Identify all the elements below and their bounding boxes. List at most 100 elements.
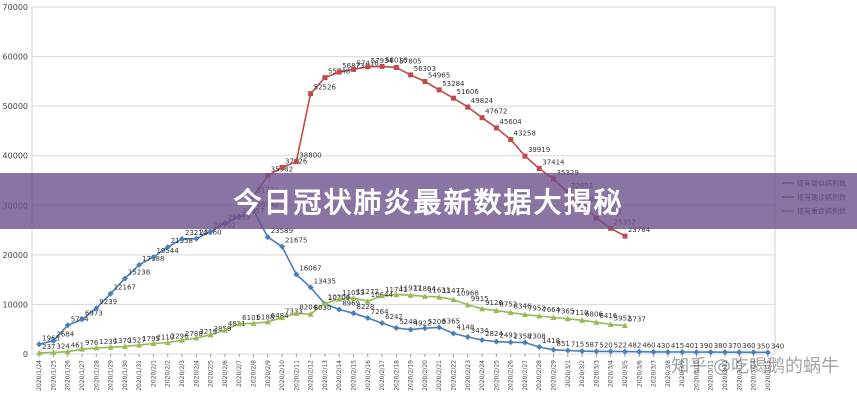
y-tick-label: 0: [23, 350, 28, 359]
data-point: [421, 325, 428, 332]
data-label: 2296: [171, 333, 189, 341]
x-tick-label: 2020/2/17: [379, 360, 386, 391]
data-label: 6806: [585, 310, 603, 318]
x-tick-label: 2020/3/7: [651, 360, 658, 387]
data-point: [379, 292, 386, 299]
data-label: 5248: [399, 318, 417, 326]
data-point: [621, 322, 628, 329]
data-point: [508, 137, 514, 143]
data-label: 2788: [185, 330, 203, 338]
data-label: 4821: [228, 320, 246, 328]
data-label: 2824: [485, 330, 503, 338]
data-point: [250, 320, 257, 326]
data-point: [36, 341, 43, 348]
data-point: [464, 301, 471, 308]
data-point: [264, 234, 271, 241]
data-label: 12167: [114, 284, 136, 292]
data-label: 6416: [599, 312, 617, 320]
x-tick-label: 2020/2/2: [165, 360, 172, 387]
watermark: 知乎 @吃喝鹅的蜗牛: [671, 356, 839, 377]
data-label: 715: [571, 340, 584, 348]
data-point: [536, 166, 542, 172]
data-point: [707, 349, 714, 356]
data-point: [221, 327, 228, 333]
data-point: [393, 291, 400, 298]
data-point: [150, 340, 157, 347]
data-label: 43258: [514, 130, 536, 138]
y-tick-label: 70000: [3, 3, 28, 12]
data-label: 324: [56, 342, 70, 350]
data-point: [336, 69, 342, 75]
data-label: 2684: [56, 331, 74, 339]
data-point: [622, 233, 628, 239]
data-label: 13435: [314, 277, 336, 285]
data-point: [579, 348, 586, 355]
data-label: 7952: [528, 305, 546, 313]
data-label: 7110: [571, 309, 589, 317]
data-label: 851: [557, 340, 570, 348]
data-label: 522: [614, 341, 627, 349]
x-tick-label: 2020/2/28: [536, 360, 543, 391]
data-point: [336, 296, 343, 302]
x-tick-label: 2020/3/3: [593, 360, 600, 387]
data-point: [193, 335, 200, 341]
data-point: [564, 315, 571, 322]
data-label: 3859: [214, 325, 232, 333]
data-point: [693, 349, 700, 356]
x-tick-label: 2020/2/18: [393, 360, 400, 391]
data-point: [121, 343, 128, 349]
x-tick-label: 2020/2/24: [479, 360, 486, 391]
data-point: [521, 339, 528, 346]
data-point: [350, 295, 357, 301]
data-point: [493, 125, 499, 131]
data-point: [164, 244, 171, 251]
data-label: 8030: [314, 304, 332, 312]
data-label: 482: [628, 342, 641, 350]
data-label: 7264: [371, 308, 389, 316]
data-label: 350: [757, 342, 770, 350]
data-label: 7664: [542, 306, 560, 314]
data-point: [336, 306, 343, 313]
data-point: [421, 293, 428, 299]
y-tick-label: 50000: [3, 102, 28, 111]
x-tick-label: 2020/3/6: [636, 360, 643, 387]
data-point: [307, 311, 314, 317]
x-tick-label: 2020/2/7: [236, 360, 243, 387]
x-tick-label: 2020/2/6: [222, 360, 229, 387]
data-label: 1527: [128, 336, 146, 344]
data-label: 54965: [428, 72, 450, 80]
data-point: [522, 153, 528, 159]
x-tick-label: 2020/2/27: [522, 360, 529, 391]
data-point: [721, 349, 728, 356]
data-point: [536, 343, 543, 350]
data-point: [450, 296, 457, 303]
data-label: 51606: [457, 88, 480, 96]
data-label: 1965: [42, 334, 60, 342]
data-label: 57805: [399, 57, 421, 65]
x-tick-label: 2020/3/2: [579, 360, 586, 387]
x-tick-label: 2020/3/15: [765, 360, 772, 391]
series-line: [39, 293, 626, 354]
data-point: [279, 314, 286, 321]
data-point: [350, 310, 357, 317]
data-label: 21675: [285, 237, 307, 245]
data-label: 5952: [614, 314, 632, 322]
data-label: 45604: [499, 118, 522, 126]
data-point: [393, 324, 400, 331]
x-tick-label: 2020/1/30: [122, 360, 129, 391]
data-point: [593, 348, 600, 355]
data-label: 2358: [514, 332, 532, 340]
data-point: [107, 344, 114, 350]
data-label: 415: [671, 342, 684, 350]
data-label: 23589: [271, 227, 293, 235]
data-label: 6101: [242, 314, 260, 322]
data-label: 6484: [271, 312, 289, 320]
x-tick-label: 2020/3/5: [622, 360, 629, 387]
x-tick-label: 2020/3/1: [565, 360, 572, 387]
data-point: [750, 349, 757, 356]
x-tick-label: 2020/2/29: [551, 360, 558, 391]
data-point: [322, 75, 328, 81]
data-point: [79, 316, 86, 323]
data-label: 52526: [314, 84, 337, 92]
